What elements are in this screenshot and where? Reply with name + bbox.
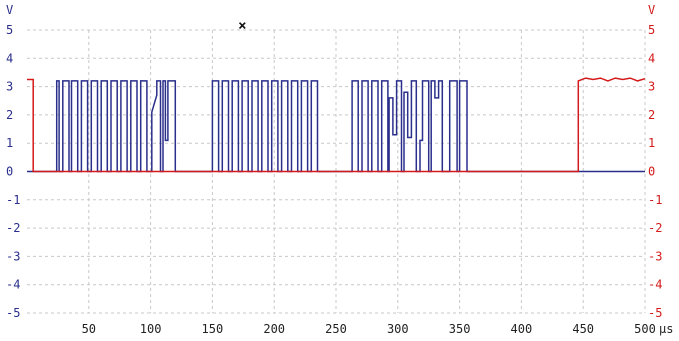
y-right-tick-label: 3: [648, 80, 655, 94]
x-axis-ticks: 50 100 150 200 250 300 350 400 450 500: [82, 322, 656, 336]
x-tick-label: 250: [325, 322, 347, 336]
trace-red: [27, 77, 646, 173]
y-right-tick-label: -1: [648, 193, 662, 207]
trace-blue: [27, 80, 645, 173]
y-left-tick-label: 3: [6, 80, 13, 94]
y-left-tick-label: 1: [6, 136, 13, 150]
x-tick-label: 200: [263, 322, 285, 336]
y-left-tick-label: 4: [6, 51, 13, 65]
y-left-tick-label: 0: [6, 165, 13, 179]
x-tick-label: 350: [449, 322, 471, 336]
x-unit-label: µs: [659, 322, 673, 336]
x-tick-label: 50: [82, 322, 96, 336]
x-tick-label: 150: [202, 322, 224, 336]
y-left-tick-label: -5: [6, 306, 20, 320]
right-axis-ticks: 5 4 3 2 1 0 -1 -2 -3 -4 -5: [648, 23, 662, 320]
y-left-tick-label: 2: [6, 108, 13, 122]
y-right-tick-label: -5: [648, 306, 662, 320]
y-right-tick-label: -2: [648, 221, 662, 235]
y-right-tick-label: 4: [648, 51, 655, 65]
cursor-marker[interactable]: ×: [238, 18, 246, 34]
y-right-tick-label: 2: [648, 108, 655, 122]
y-right-label: V: [648, 3, 655, 17]
y-left-tick-label: 5: [6, 23, 13, 37]
x-tick-label: 400: [511, 322, 533, 336]
y-right-tick-label: 1: [648, 136, 655, 150]
y-right-tick-label: 5: [648, 23, 655, 37]
x-tick-label: 100: [140, 322, 162, 336]
y-left-tick-label: -2: [6, 221, 20, 235]
traces: [27, 77, 646, 173]
x-tick-label: 300: [387, 322, 409, 336]
y-left-tick-label: -3: [6, 249, 20, 263]
grid: [27, 29, 646, 314]
y-left-tick-label: -1: [6, 193, 20, 207]
y-right-tick-label: 0: [648, 165, 655, 179]
x-tick-label: 500: [634, 322, 656, 336]
y-left-tick-label: -4: [6, 278, 20, 292]
y-right-tick-label: -3: [648, 249, 662, 263]
x-tick-label: 450: [572, 322, 594, 336]
left-axis-ticks: 5 4 3 2 1 0 -1 -2 -3 -4 -5: [6, 23, 20, 320]
y-left-label: V: [6, 3, 13, 17]
y-right-tick-label: -4: [648, 278, 662, 292]
